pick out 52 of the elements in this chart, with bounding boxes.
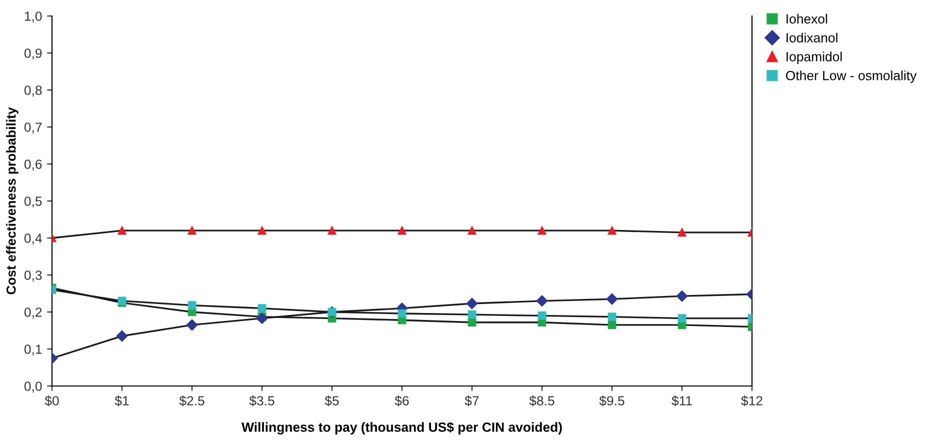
y-tick-label: 0,7 (24, 122, 42, 134)
x-tick-label: $12 (741, 396, 762, 406)
point (678, 314, 686, 322)
point (116, 330, 128, 342)
legend-label: Iodixanol (786, 32, 838, 42)
y-tick-label: 0,5 (24, 196, 42, 208)
y-tick-label: 0,0 (24, 382, 42, 392)
point (188, 301, 196, 310)
y-tick-label: 0,3 (24, 270, 42, 282)
x-tick-label: $11 (672, 396, 692, 406)
point (256, 312, 268, 324)
point (538, 312, 546, 320)
point (676, 290, 688, 302)
y-tick-label: 0,9 (24, 48, 42, 60)
x-tick-label: $3.5 (249, 396, 274, 406)
point (466, 298, 478, 310)
point (678, 228, 686, 237)
x-axis-title: Willingness to pay (thousand US$ per CIN avoided) (242, 422, 562, 434)
point (608, 320, 616, 330)
y-tick-label: 1,0 (24, 12, 42, 22)
point (538, 226, 546, 235)
x-tick-label: $5 (324, 396, 339, 406)
point (186, 319, 198, 331)
point (608, 226, 616, 235)
legend-label: Other Low - osmolality (786, 70, 917, 83)
point (608, 312, 616, 321)
y-axis-title: Cost effectiveness probability (6, 107, 18, 294)
point (398, 309, 406, 318)
point (398, 226, 406, 235)
x-tick-label: $0 (44, 396, 59, 406)
point (468, 310, 476, 319)
x-tick-label: $1 (114, 396, 129, 406)
y-tick-label: 0,6 (24, 160, 42, 170)
point (328, 226, 336, 235)
point (468, 226, 476, 235)
x-tick-label: $6 (394, 396, 409, 406)
y-tick-label: 0,2 (24, 308, 42, 318)
x-tick-label: $7 (464, 396, 479, 406)
legend-label: Iohexol (786, 14, 828, 24)
point (188, 226, 196, 235)
y-tick-label: 0,4 (24, 234, 42, 244)
point (258, 304, 266, 312)
point (258, 226, 266, 235)
x-tick-label: $2.5 (179, 396, 204, 406)
point (118, 226, 126, 235)
y-tick-label: 0,8 (24, 86, 42, 96)
y-tick-label: 0,1 (24, 344, 42, 356)
x-tick-label: $9.5 (599, 396, 624, 406)
point (606, 293, 618, 305)
legend-label: Iopamidol (786, 52, 842, 64)
x-tick-label: $8.5 (529, 396, 554, 406)
point (536, 295, 548, 307)
